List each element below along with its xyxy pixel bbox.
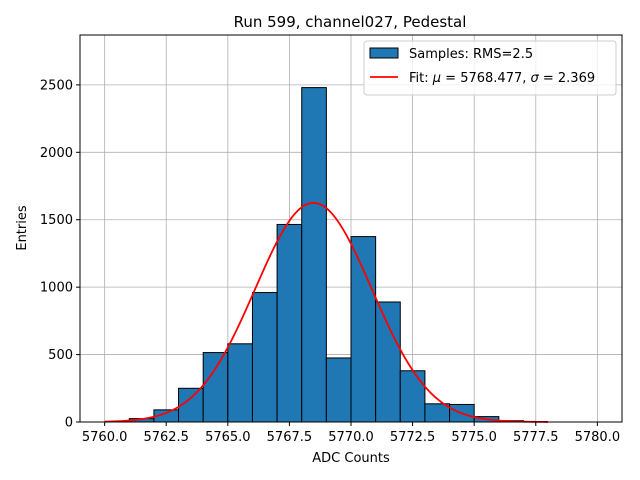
x-tick-label: 5772.5 [390,430,436,445]
y-tick-label: 1500 [40,213,73,228]
legend-histogram-swatch [369,47,399,59]
histogram-bar [276,223,303,423]
chart-title: Run 599, channel027, Pedestal [234,13,467,31]
histogram-bar [227,343,253,423]
x-tick-label: 5780.0 [575,430,621,445]
x-tick-label: 5760.0 [82,430,128,445]
histogram-bar [202,352,229,423]
x-axis-label: ADC Counts [312,451,390,466]
fit-curve [104,201,549,423]
x-tick-label: 5767.5 [267,430,313,445]
legend-fit-label: Fit: μ = 5768.477, σ = 2.369 [409,71,595,86]
y-tick-label: 0 [65,416,73,431]
legend-fit-mu-symbol: μ [432,71,441,86]
x-tick-label: 5777.5 [513,430,559,445]
legend-fit-prefix: Fit: [409,71,433,86]
y-tick-label: 2500 [40,78,73,93]
histogram-bar [399,370,426,423]
x-tick-label: 5770.0 [328,430,374,445]
x-tick-label: 5765.0 [205,430,251,445]
y-axis-ticks: 0 500 1000 1500 2000 2500 [40,78,80,431]
histogram-bar [325,357,352,423]
y-axis-label: Entries [15,205,30,251]
y-tick-label: 500 [48,348,73,363]
legend-fit-mu-value: = 5768.477, [441,71,530,86]
histogram-bar [251,292,278,423]
x-axis-ticks: 5760.0 5762.5 5765.0 5767.5 5770.0 5772.5 5775… [82,422,620,445]
legend-box [363,40,617,96]
legend-histogram-label: Samples: RMS=2.5 [409,47,533,62]
histogram-bar [375,301,401,423]
fit-curve-group [104,201,549,423]
histogram-bar [424,403,451,423]
legend-fit-sigma-symbol: σ [531,71,540,86]
histogram-bars [128,87,524,423]
legend: Samples: RMS=2.5 Fit: μ = 5768.477, σ = … [363,40,617,96]
histogram-bar [301,87,327,423]
x-tick-label: 5775.0 [451,430,497,445]
x-tick-label: 5762.5 [143,430,189,445]
y-tick-label: 2000 [40,146,73,161]
y-tick-label: 1000 [40,281,73,296]
legend-fit-sigma-value: = 2.369 [539,71,595,86]
histogram-bar [350,236,377,423]
